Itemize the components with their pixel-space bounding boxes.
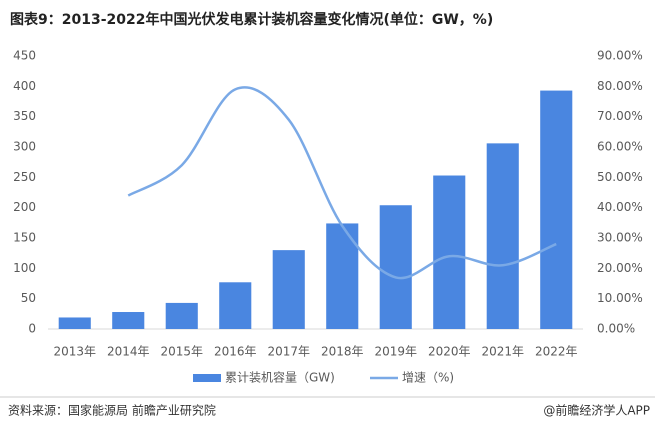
source: 资料来源：国家能源局 前瞻产业研究院 xyxy=(8,403,216,418)
x-tick-label: 2013年 xyxy=(53,345,96,359)
y2-tick-label: 60.00% xyxy=(597,140,643,154)
y-tick-label: 400 xyxy=(13,79,36,93)
y-tick-label: 150 xyxy=(13,231,36,245)
bar xyxy=(379,205,412,329)
y-tick-label: 200 xyxy=(13,200,36,214)
y-tick-label: 350 xyxy=(13,109,36,123)
y2-tick-label: 40.00% xyxy=(597,200,643,214)
x-tick-label: 2022年 xyxy=(535,345,578,359)
x-tick-label: 2015年 xyxy=(160,345,203,359)
legend-label: 累计装机容量（GW) xyxy=(225,370,335,385)
bar xyxy=(58,317,91,329)
bar xyxy=(112,312,145,329)
x-tick-label: 2019年 xyxy=(374,345,417,359)
chart-title: 图表9：2013-2022年中国光伏发电累计装机容量变化情况(单位：GW，%) xyxy=(10,11,493,28)
credit: @前瞻经济学人APP xyxy=(543,403,650,418)
x-tick-label: 2021年 xyxy=(481,345,524,359)
legend-swatch xyxy=(193,374,221,382)
y-tick-label: 450 xyxy=(13,49,36,63)
line xyxy=(127,86,557,280)
bar xyxy=(272,250,305,329)
x-tick-label: 2014年 xyxy=(107,345,150,359)
y2-tick-label: 20.00% xyxy=(597,261,643,275)
y-tick-label: 300 xyxy=(13,140,36,154)
y2-tick-label: 30.00% xyxy=(597,231,643,245)
y-tick-label: 250 xyxy=(13,170,36,184)
y-tick-label: 100 xyxy=(13,261,36,275)
bar xyxy=(433,175,466,329)
y2-tick-label: 80.00% xyxy=(597,79,643,93)
x-tick-label: 2017年 xyxy=(267,345,310,359)
x-tick-label: 2016年 xyxy=(214,345,257,359)
y2-tick-label: 0.00% xyxy=(597,322,635,336)
y-tick-label: 50 xyxy=(21,291,36,305)
bar xyxy=(165,302,198,329)
legend-label: 增速（%) xyxy=(402,371,454,385)
x-tick-label: 2018年 xyxy=(321,345,364,359)
y2-tick-label: 70.00% xyxy=(597,109,643,123)
x-tick-label: 2020年 xyxy=(428,345,471,359)
y2-tick-label: 50.00% xyxy=(597,170,643,184)
bar xyxy=(540,90,573,329)
y2-tick-label: 10.00% xyxy=(597,291,643,305)
y2-tick-label: 90.00% xyxy=(597,49,643,63)
y-tick-label: 0 xyxy=(28,322,36,336)
bar xyxy=(486,143,519,329)
bar xyxy=(219,282,252,329)
bar xyxy=(326,223,359,329)
